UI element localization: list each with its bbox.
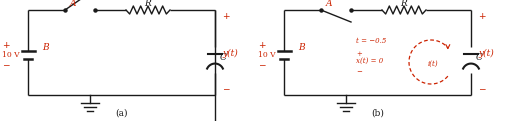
Text: +: + [356,50,362,58]
Text: C: C [476,53,483,63]
Text: A: A [326,0,332,8]
Text: t = −0.5: t = −0.5 [356,37,386,45]
Text: x(t) = 0: x(t) = 0 [356,57,383,65]
Text: 10 V: 10 V [258,51,276,59]
Text: (a): (a) [115,109,128,117]
Text: +: + [478,12,486,21]
Text: A: A [70,0,76,8]
Text: R: R [401,0,408,8]
Text: −: − [258,60,266,69]
Text: −: − [356,68,362,76]
Text: +: + [222,12,230,21]
Text: i(t): i(t) [428,60,439,68]
Text: (b): (b) [371,109,384,117]
Text: +: + [2,41,10,49]
Text: B: B [298,42,305,52]
Text: −: − [478,84,486,93]
Text: 10 V: 10 V [2,51,20,59]
Text: y(t): y(t) [478,48,494,58]
Text: −: − [2,60,10,69]
Text: B: B [42,42,49,52]
Text: C: C [220,53,227,63]
Text: −: − [222,84,230,93]
Text: R: R [144,0,152,8]
Text: y(t): y(t) [222,48,238,58]
Text: +: + [258,41,266,49]
